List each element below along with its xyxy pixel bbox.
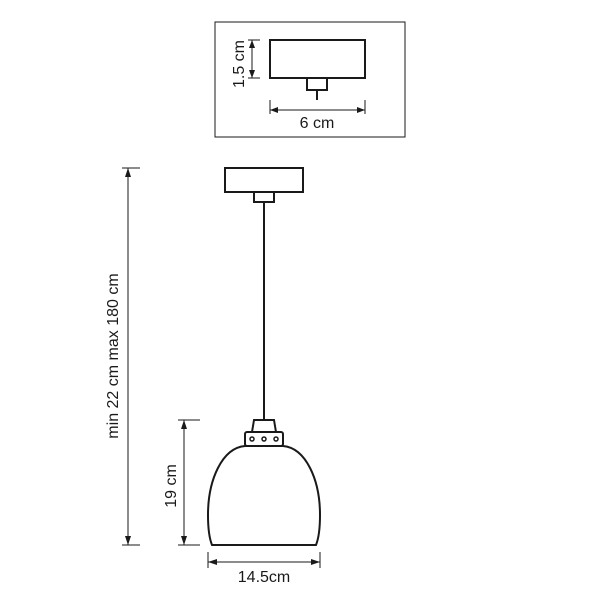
dim-inset-width: 6 cm <box>270 100 365 132</box>
shade-height-label: 19 cm <box>163 464 180 508</box>
inset-detail: 1.5 cm 6 cm <box>215 22 405 137</box>
dim-total-height: min 22 cm max 180 cm <box>105 168 140 545</box>
dim-shade-width: 14.5cm <box>208 552 320 586</box>
technical-diagram: 1.5 cm 6 cm <box>0 0 600 600</box>
total-height-label: min 22 cm max 180 cm <box>105 273 122 438</box>
pendant-lamp <box>208 168 320 545</box>
shade-width-label: 14.5cm <box>238 569 290 586</box>
dim-inset-height: 1.5 cm <box>231 40 260 88</box>
lamp-socket <box>245 420 283 446</box>
inset-height-label: 1.5 cm <box>231 40 248 88</box>
inset-width-label: 6 cm <box>300 115 335 132</box>
dim-shade-height: 19 cm <box>163 420 200 545</box>
lamp-shade <box>208 446 320 545</box>
